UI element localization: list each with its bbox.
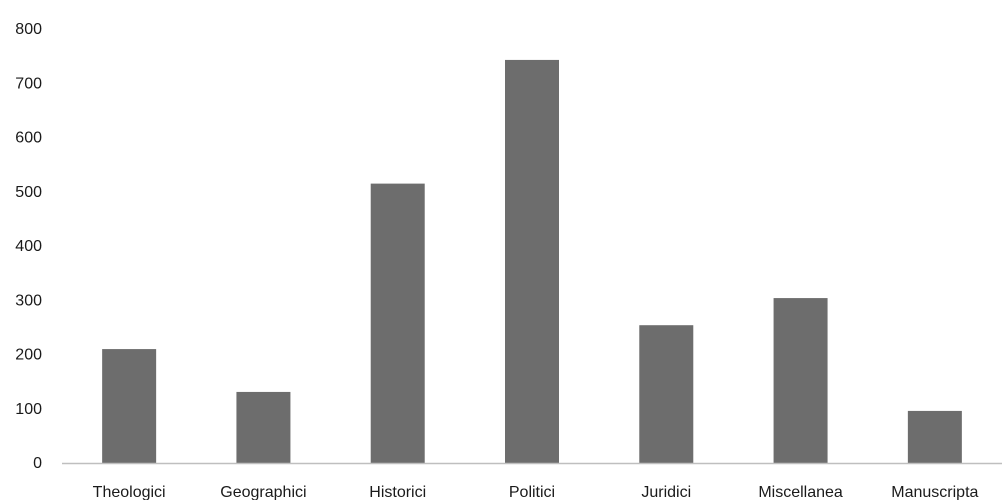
y-tick-label: 0 xyxy=(33,455,42,472)
y-tick-label: 700 xyxy=(15,75,42,92)
bar-juridici xyxy=(639,325,694,463)
bar-manuscripta xyxy=(907,410,962,463)
x-category-label: Theologici xyxy=(93,484,166,500)
bar-politici xyxy=(505,59,559,464)
y-tick-label: 300 xyxy=(15,292,42,309)
x-axis-category-labels: Theologici Geographici Historici Politici Ju… xyxy=(93,484,979,500)
x-category-label: Juridici xyxy=(641,484,691,500)
bars xyxy=(102,59,962,464)
x-category-label: Politici xyxy=(509,484,555,500)
y-tick-label: 400 xyxy=(15,238,42,255)
y-tick-label: 600 xyxy=(15,130,42,147)
x-category-label: Geographici xyxy=(220,484,306,500)
x-category-label: Historici xyxy=(369,484,426,500)
bar-miscellanea xyxy=(773,298,828,463)
y-tick-label: 800 xyxy=(15,21,42,38)
bar-geographici xyxy=(236,391,291,463)
x-category-label: Miscellanea xyxy=(758,484,843,500)
y-tick-label: 500 xyxy=(15,184,42,201)
y-tick-label: 200 xyxy=(15,347,42,364)
x-category-label: Manuscripta xyxy=(891,484,978,500)
bar-historici xyxy=(370,183,425,464)
bar-theologici xyxy=(102,349,157,463)
y-axis-tick-labels: 0 100 200 300 400 500 600 700 800 xyxy=(15,21,42,472)
y-tick-label: 100 xyxy=(15,401,42,418)
